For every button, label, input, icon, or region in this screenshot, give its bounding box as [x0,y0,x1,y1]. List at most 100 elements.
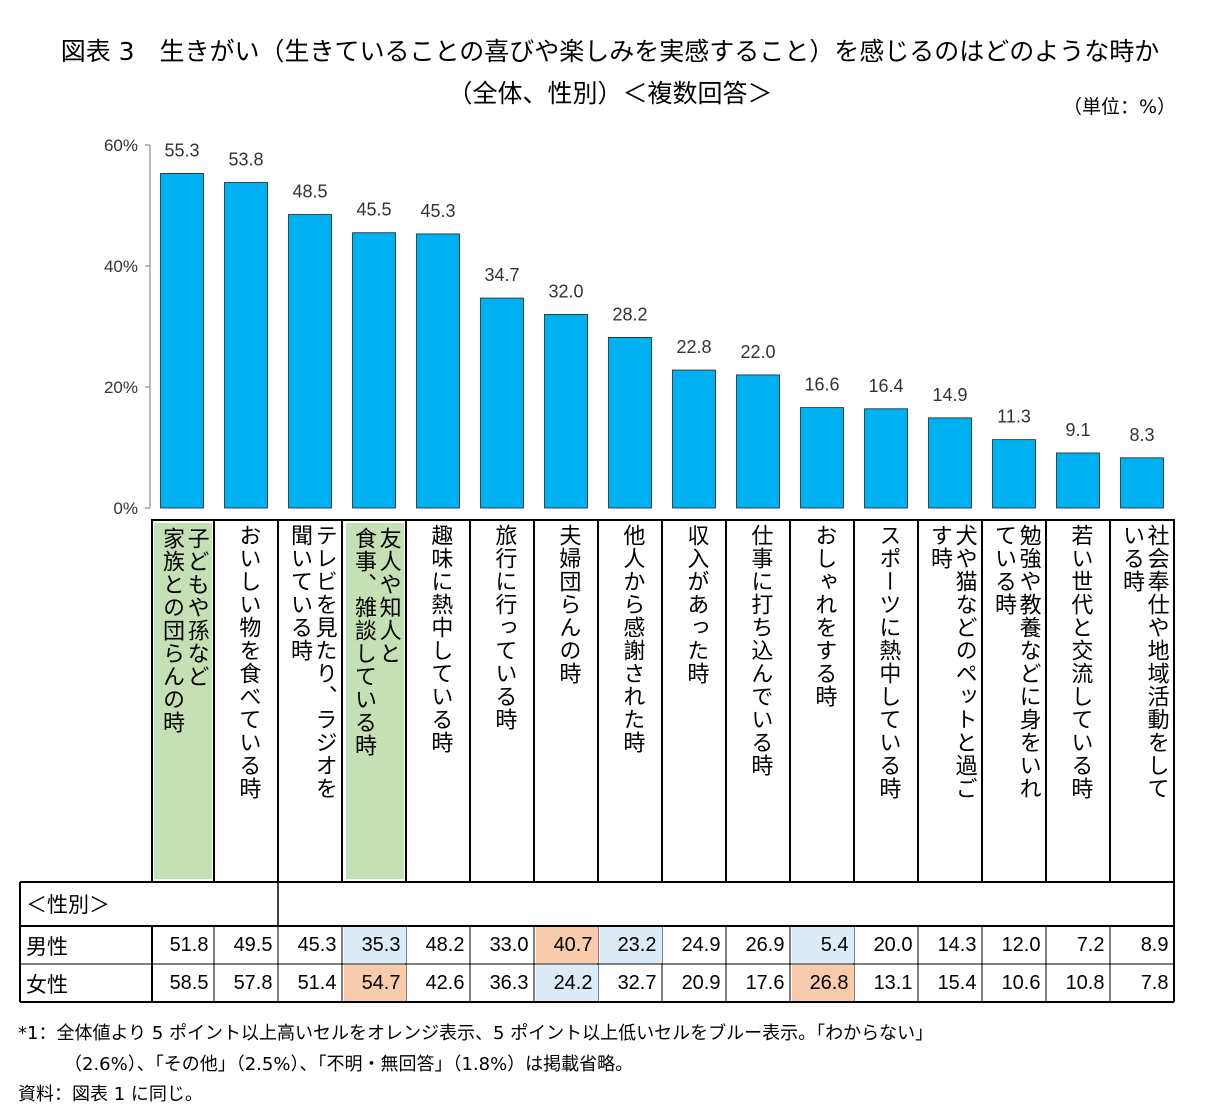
bar-value-label: 48.5 [292,182,327,202]
table-cell: 26.8 [791,965,854,1001]
category-label: おしゃれをする時 [792,520,854,882]
category-text: 仕事に打ち込んでいる時 [747,524,773,777]
table-cell: 58.5 [169,972,209,994]
table-cell: 54.7 [343,965,406,1001]
bar-value-label: 45.3 [420,201,455,221]
bar [224,182,268,509]
table-cell: 15.4 [937,972,977,994]
table-cell: 51.4 [297,972,337,994]
category-text: 収入があった時 [683,524,709,685]
category-text: 夫婦団らんの時 [555,524,581,685]
bar [416,233,460,509]
category-text: スポーツに熱中している時 [875,524,901,800]
bar [608,336,652,509]
bar [288,214,332,509]
bar-chart: 0% 20% 40% 60% 55.3 53.8 48.5 45.5 45.3 34.7 32.0 2… [19,136,1175,1003]
category-label: スポーツに熱中している時 [856,520,918,882]
table-cell: 24.2 [535,965,598,1001]
table-cell: 12.0 [1001,934,1041,956]
category-text: 旅行に行っている時 [491,524,517,731]
category-text: 他人から感謝された時 [619,524,645,754]
y-tick-label: 60% [104,136,138,155]
bar-value-label: 22.8 [676,337,711,357]
table-cell: 20.9 [681,972,721,994]
table-row-label: 男性 [26,935,68,959]
category-label: 友人や知人と 食事、雑談している時 [346,523,404,879]
category-text: テレビを見たり、ラジオを 聞いている時 [287,524,337,800]
category-label: 子どもや孫など 家族との団らんの時 [154,523,212,879]
y-tick-label: 20% [104,378,138,397]
source-note: 資料：図表 1 に同じ。 [18,1084,203,1105]
bar-value-label: 32.0 [548,281,583,301]
table-cell: 10.6 [1001,972,1041,994]
y-tick-label: 40% [104,257,138,276]
bar-value-label: 16.4 [868,376,903,396]
bar [352,232,396,509]
bar-value-label: 8.3 [1129,425,1154,445]
category-label: テレビを見たり、ラジオを 聞いている時 [280,520,342,882]
bar-value-label: 45.5 [356,200,391,220]
category-label: 社会奉仕や地域活動をして いる時 [1112,520,1174,882]
bar [928,417,972,509]
bar-value-label: 16.6 [804,375,839,395]
bar-value-label: 22.0 [740,342,775,362]
bar-value-label: 14.9 [932,385,967,405]
bar [160,173,204,509]
category-text: 友人や知人と 食事、雑談している時 [351,527,401,757]
table-cell: 10.8 [1065,972,1105,994]
category-label: 旅行に行っている時 [472,520,534,882]
category-text: 子どもや孫など 家族との団らんの時 [159,527,209,734]
bar-value-label: 34.7 [484,265,519,285]
category-label: 勉強や教養などに身をいれ ている時 [984,520,1046,882]
bar [544,313,588,509]
table-cell: 17.6 [745,972,785,994]
table-cell: 8.9 [1140,934,1169,956]
table-cell: 42.6 [425,972,465,994]
category-text: おしゃれをする時 [811,524,837,708]
category-label: 夫婦団らんの時 [536,520,598,882]
table-cell: 48.2 [425,934,465,956]
category-label: おいしい物を食べている時 [216,520,278,882]
footnote-1: *1：全体値より 5 ポイント以上高いセルをオレンジ表示、5 ポイント以上低いセ… [18,1023,934,1044]
bar [992,439,1036,509]
bar-value-label: 55.3 [164,140,199,160]
table-cell: 24.9 [681,934,721,956]
bar [800,407,844,509]
table-cell: 7.2 [1076,934,1105,956]
category-label: 若い世代と交流している時 [1048,520,1110,882]
category-label: 仕事に打ち込んでいる時 [728,520,790,882]
category-text: 犬や猫などのペットと過ご す時 [927,524,977,800]
table-cell: 14.3 [937,934,977,956]
table-cell: 49.5 [233,934,273,956]
y-tick-label: 0% [113,499,138,518]
bar [736,374,780,509]
bar-value-label: 9.1 [1065,420,1090,440]
category-text: 趣味に熱中している時 [427,524,453,754]
category-label: 犬や猫などのペットと過ご す時 [920,520,982,882]
bar [672,369,716,509]
category-label: 趣味に熱中している時 [408,520,470,882]
table-cell: 33.0 [489,934,529,956]
table-cell: 40.7 [535,927,598,963]
category-label: 他人から感謝された時 [600,520,662,882]
bar-value-label: 28.2 [612,304,647,324]
table-cell: 45.3 [297,934,337,956]
bar [480,297,524,509]
category-text: 社会奉仕や地域活動をして いる時 [1119,524,1169,800]
table-cell: 26.9 [745,934,785,956]
bar-value-label: 53.8 [228,150,263,170]
table-cell: 20.0 [873,934,913,956]
table-cell: 7.8 [1140,972,1169,994]
table-cell: 5.4 [791,927,854,963]
bar [864,408,908,509]
table-cell: 23.2 [599,927,662,963]
table-cell: 51.8 [169,934,209,956]
table-cell: 35.3 [343,927,406,963]
table-cell: 13.1 [873,972,913,994]
category-label: 収入があった時 [664,520,726,882]
bar [1056,452,1100,509]
chart-title-line1: 図表 3 生きがい（生きていることの喜びや楽しみを実感すること）を感じるのはどの… [60,37,1160,66]
bar [1120,457,1164,509]
table-cell: 32.7 [617,972,657,994]
table-cell: 57.8 [233,972,273,994]
